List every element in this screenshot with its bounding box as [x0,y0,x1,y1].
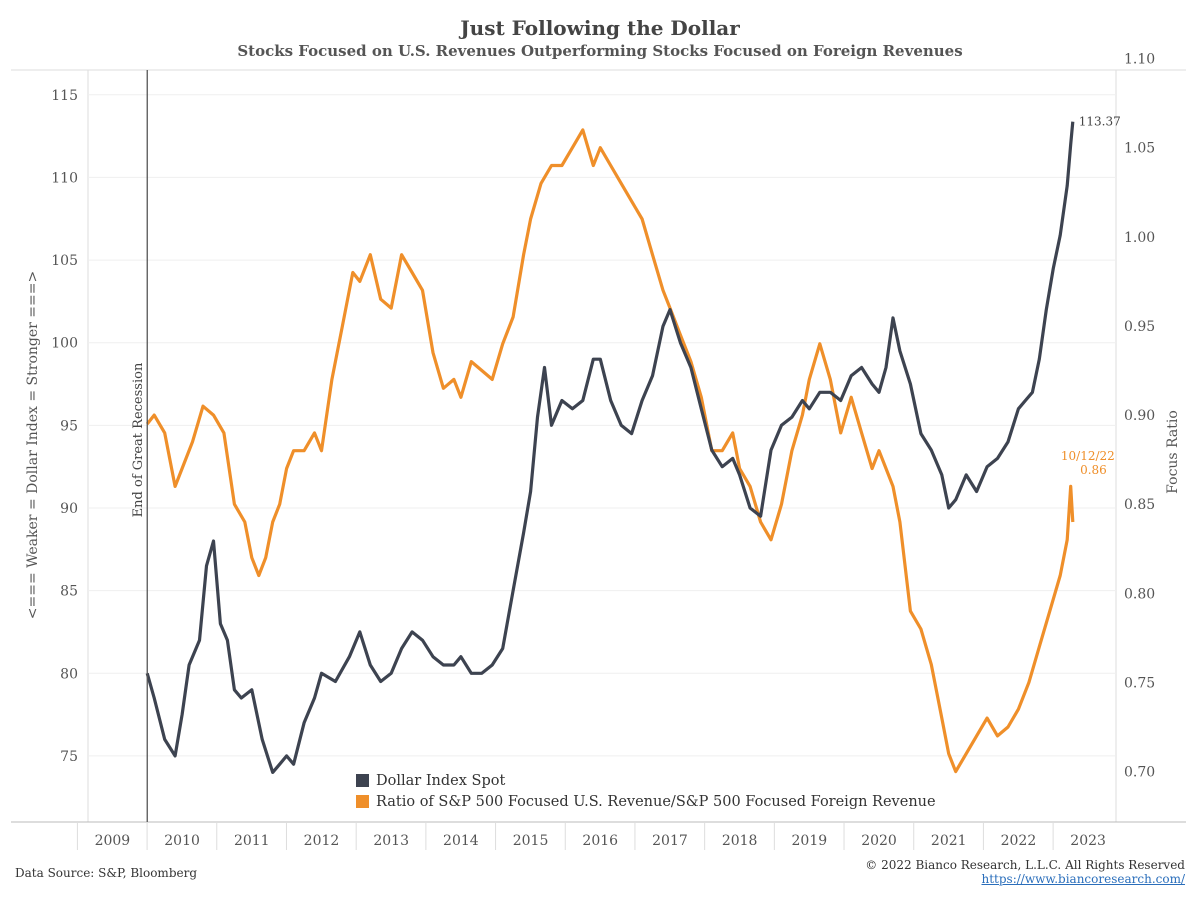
right-tick-label: 0.95 [1124,319,1155,335]
x-tick-label: 2019 [792,833,828,849]
left-axis-ticks: 75 80 85 90 95 100 105 110 115 [51,88,78,765]
x-tick-label: 2012 [304,833,340,849]
copyright-text: © 2022 Bianco Research, L.L.C. All Right… [865,858,1185,872]
right-axis-label: Focus Ratio [1165,410,1181,494]
recession-label: End of Great Recession [131,362,146,517]
right-tick-label: 0.80 [1124,586,1155,602]
x-tick-label: 2016 [582,833,618,849]
chart-subtitle: Stocks Focused on U.S. Revenues Outperfo… [237,42,963,60]
legend-swatch-ratio [356,795,369,808]
copyright-block: © 2022 Bianco Research, L.L.C. All Right… [865,858,1185,886]
right-tick-label: 0.90 [1124,408,1155,424]
left-tick-label: 75 [60,749,78,765]
x-tick-label: 2011 [234,833,270,849]
x-tick-label: 2022 [1001,833,1037,849]
chart-legend: Dollar Index Spot Ratio of S&P 500 Focus… [356,770,936,812]
x-tick-label: 2009 [95,833,131,849]
right-tick-label: 0.70 [1124,765,1155,781]
right-tick-label: 1.05 [1124,141,1155,157]
right-tick-label: 0.75 [1124,675,1155,691]
data-source: Data Source: S&P, Bloomberg [15,866,198,880]
left-tick-label: 95 [60,418,78,434]
ratio-last-value-label: 0.86 [1080,463,1107,477]
legend-swatch-dollar [356,774,369,787]
x-tick-label: 2017 [652,833,688,849]
x-axis-ticks: 2009 2010 2011 2012 2013 2014 2015 2016 2017 2018… [76,822,1106,850]
x-tick-label: 2020 [861,833,897,849]
grid [11,69,1186,822]
legend-item-dollar: Dollar Index Spot [356,770,936,791]
left-tick-label: 105 [51,253,78,269]
legend-item-ratio: Ratio of S&P 500 Focused U.S. Revenue/S&… [356,791,936,812]
x-tick-label: 2010 [164,833,200,849]
x-tick-label: 2013 [373,833,409,849]
x-tick-label: 2014 [443,833,479,849]
dollar-index-line [145,121,1075,774]
right-tick-label: 1.00 [1124,230,1155,246]
left-tick-label: 115 [51,88,78,104]
left-tick-label: 110 [51,170,78,186]
left-axis-label: <=== Weaker = Dollar Index = Stronger ==… [25,271,41,619]
chart-title: Just Following the Dollar [460,16,740,40]
right-axis-ticks: 0.70 0.75 0.80 0.85 0.90 0.95 1.00 1.05 1.10 [1124,52,1155,781]
right-tick-label: 1.10 [1124,52,1155,68]
left-tick-label: 80 [60,666,78,682]
x-tick-label: 2018 [722,833,758,849]
website-link[interactable]: https://www.biancoresearch.com/ [981,872,1185,886]
series-group [145,121,1075,774]
x-tick-label: 2015 [513,833,549,849]
x-tick-label: 2023 [1070,833,1106,849]
x-tick-label: 2021 [931,833,967,849]
left-tick-label: 90 [60,501,78,517]
legend-label-dollar: Dollar Index Spot [376,772,506,789]
legend-label-ratio: Ratio of S&P 500 Focused U.S. Revenue/S&… [376,793,936,810]
ratio-last-date-label: 10/12/22 [1061,449,1115,463]
left-tick-label: 85 [60,584,78,600]
focus-ratio-line [145,128,1075,774]
right-tick-label: 0.85 [1124,497,1155,513]
left-tick-label: 100 [51,336,78,352]
dollar-last-value-label: 113.37 [1079,115,1121,129]
